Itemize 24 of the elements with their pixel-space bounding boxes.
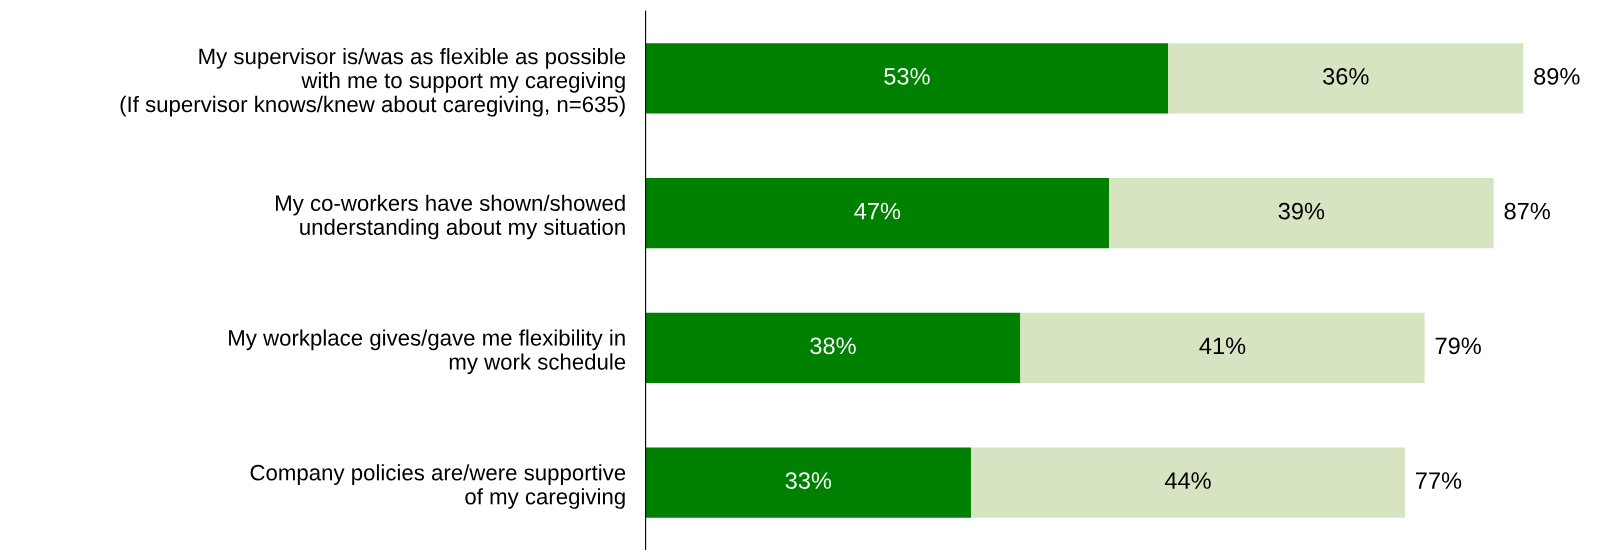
bar: [1109, 178, 1494, 249]
total-label: 79%: [1435, 337, 1481, 355]
bar: [971, 447, 1405, 518]
data-label: 41%: [1199, 337, 1246, 355]
total-label: 77%: [1415, 472, 1462, 489]
data-label: 36%: [1323, 67, 1369, 85]
data-label: 44%: [1164, 472, 1211, 489]
bar: [645, 43, 1169, 114]
y-tick-label: My supervisor is/was as flexible as possible with me to support my caregiving (If supervisor knows/knew about caregiving, n=635): [120, 48, 626, 117]
data-label: 33%: [785, 472, 832, 489]
bar: [645, 312, 1021, 383]
total-label: 89%: [1534, 67, 1580, 85]
total-label: 87%: [1504, 202, 1550, 220]
y-tick-label: My co-workers have shown/showed understanding about my situation: [276, 194, 625, 240]
data-label: 38%: [810, 337, 856, 355]
bar: [645, 447, 972, 518]
y-tick-label: Company policies are/were supportive of my caregiving: [250, 464, 626, 509]
data-label: 47%: [854, 202, 901, 220]
data-label: 39%: [1278, 202, 1325, 220]
data-label: 53%: [884, 67, 930, 85]
bar: [645, 178, 1110, 249]
bar: [1020, 312, 1425, 383]
bar: [1168, 43, 1524, 114]
y-tick-label: My workplace gives/gave me flexibility in my work schedule: [229, 329, 626, 375]
